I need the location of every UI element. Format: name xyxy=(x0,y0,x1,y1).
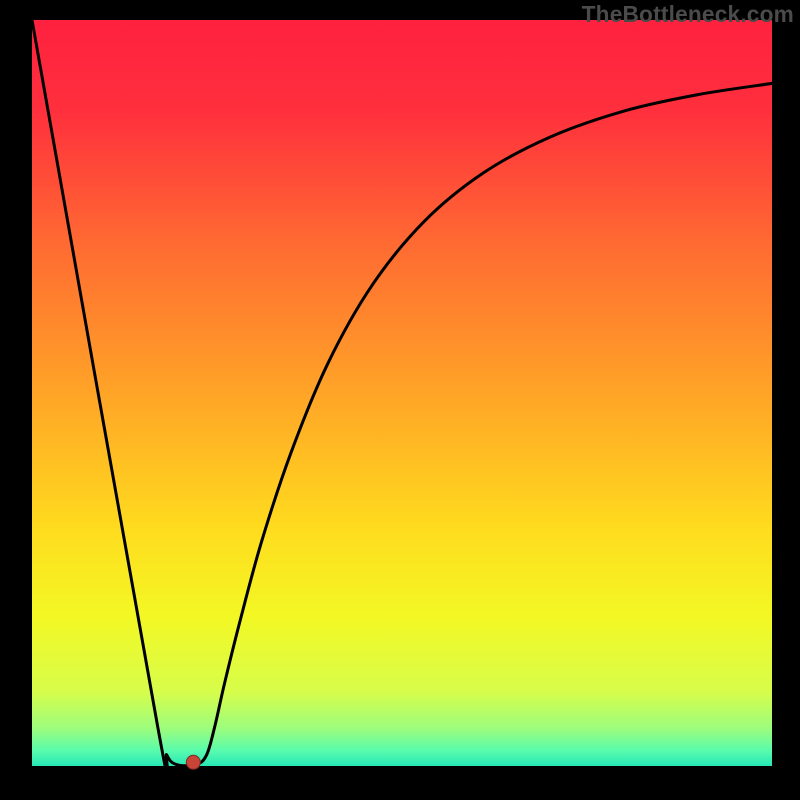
watermark-text: TheBottleneck.com xyxy=(582,1,794,28)
minimum-marker xyxy=(186,755,200,769)
chart-frame: TheBottleneck.com xyxy=(0,0,800,800)
gradient-plot-area xyxy=(32,20,772,766)
chart-svg xyxy=(0,0,800,800)
